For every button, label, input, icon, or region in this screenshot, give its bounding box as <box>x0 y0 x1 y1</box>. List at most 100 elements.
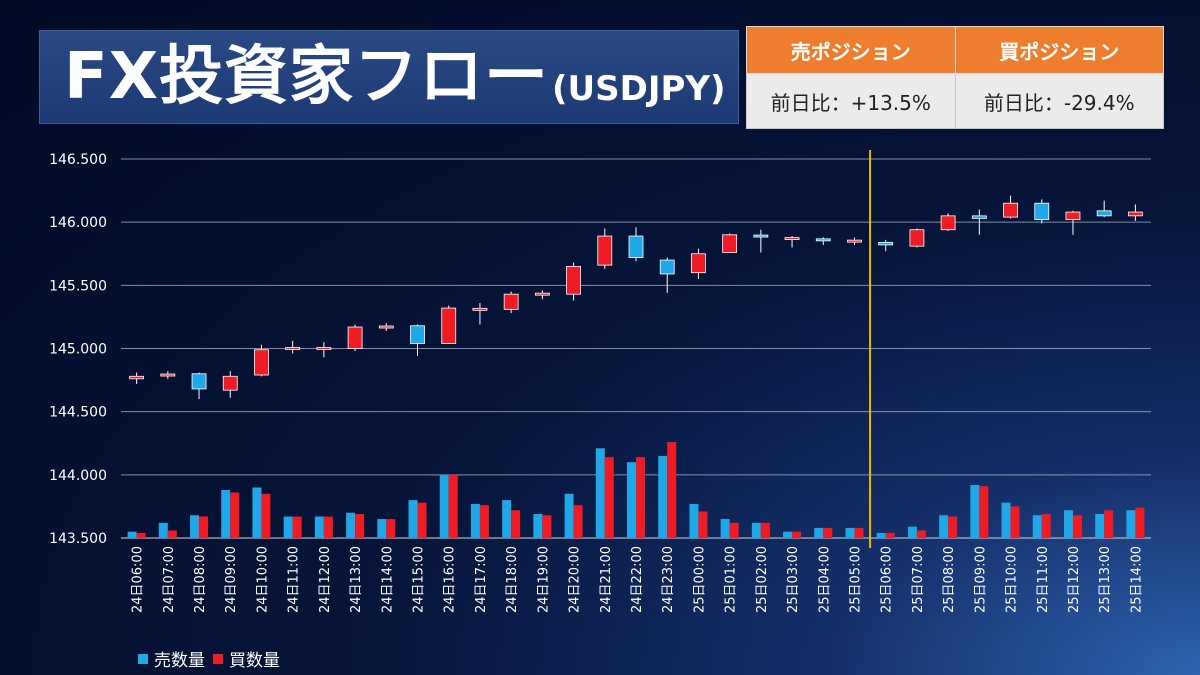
candle-body <box>878 241 894 246</box>
buy-volume-bar <box>823 527 833 538</box>
y-tick-label: 143.500 <box>49 531 107 547</box>
x-tick-label: 24日23:00 <box>661 546 676 613</box>
buy-volume-bar <box>636 457 645 538</box>
buy-volume-bar <box>604 457 614 538</box>
x-tick-label: 25日02:00 <box>755 546 770 613</box>
y-tick-label: 145.000 <box>49 342 107 358</box>
x-tick-label: 24日11:00 <box>287 546 302 613</box>
buy-volume-bar <box>760 522 770 538</box>
candle-body <box>503 293 519 310</box>
sell-volume-bar <box>907 526 917 538</box>
candle-body <box>566 265 581 295</box>
title-banner: FX投資家フロー (USDJPY) <box>39 30 739 124</box>
sell-volume-bar <box>970 484 980 538</box>
buy-volume-bar <box>885 532 895 538</box>
x-tick-label: 24日12:00 <box>318 546 333 613</box>
sell-volume-bar <box>689 503 699 538</box>
candle-body <box>160 373 176 377</box>
sell-volume-bar <box>564 493 574 538</box>
buy-volume-bar <box>573 505 583 538</box>
sell-volume-bar <box>595 448 605 538</box>
buy-volume-bar <box>323 516 333 538</box>
sell-volume-bar <box>751 522 761 538</box>
sell-volume-bar <box>658 455 668 538</box>
x-tick-label: 25日09:00 <box>973 546 988 613</box>
x-tick-label: 25日10:00 <box>1005 546 1020 613</box>
buy-volume-bar <box>261 493 271 538</box>
candle-body <box>378 325 394 329</box>
x-tick-label: 24日13:00 <box>349 546 364 613</box>
buy-volume-bar <box>1010 506 1020 538</box>
sell-volume-bar <box>533 513 543 538</box>
sell-volume-bar <box>377 519 387 538</box>
candle-body <box>222 375 238 391</box>
sell-volume-bar <box>627 462 636 538</box>
candle-body <box>191 373 207 390</box>
sell-volume-bar <box>1063 510 1073 538</box>
candle-body <box>1127 211 1143 217</box>
sell-volume-bar <box>221 489 231 538</box>
buy-volume-bar <box>355 513 365 538</box>
sell-volume-bar <box>314 516 324 538</box>
candle-body <box>534 292 550 296</box>
x-tick-label: 25日06:00 <box>880 546 895 613</box>
sell-volume-bar <box>1095 513 1105 538</box>
sell-position-change: 前日比：+13.5% <box>746 73 956 129</box>
x-tick-label: 25日13:00 <box>1098 546 1113 613</box>
y-tick-label: 146.000 <box>49 215 107 231</box>
sell-volume-bar <box>439 474 449 538</box>
x-tick-label: 24日15:00 <box>412 546 427 613</box>
buy-legend-label: 買数量 <box>229 651 280 671</box>
sell-volume-bar <box>283 516 293 538</box>
x-tick-label: 25日05:00 <box>848 546 863 613</box>
buy-volume-bar <box>667 441 677 538</box>
x-tick-label: 24日10:00 <box>255 546 270 613</box>
sell-volume-bar <box>190 515 200 538</box>
candle-body <box>1003 202 1018 218</box>
sell-volume-bar <box>346 512 356 538</box>
sell-volume-bar <box>470 503 480 538</box>
x-tick-label: 24日19:00 <box>536 546 551 613</box>
x-tick-label: 25日00:00 <box>692 546 707 613</box>
y-tick-label: 145.500 <box>49 278 107 294</box>
y-tick-label: 146.500 <box>49 152 107 168</box>
candle-body <box>129 375 145 380</box>
buy-volume-bar <box>136 532 146 538</box>
sell-volume-bar <box>876 532 886 538</box>
buy-volume-bar <box>854 527 864 538</box>
candle-body <box>285 347 301 350</box>
buy-volume-bar <box>1041 513 1051 538</box>
buy-volume-bar <box>230 492 240 538</box>
buy-volume-bar <box>792 531 802 538</box>
buy-volume-bar <box>167 530 177 538</box>
sell-volume-bar <box>1126 510 1136 538</box>
buy-volume-bar <box>979 486 989 538</box>
x-tick-label: 25日08:00 <box>942 546 957 613</box>
buy-volume-bar <box>199 516 209 538</box>
candle-body <box>971 215 987 219</box>
candle-body <box>940 215 956 231</box>
buy-volume-bar <box>698 511 708 538</box>
x-tick-label: 24日14:00 <box>380 546 395 613</box>
buy-volume-bar <box>729 522 739 538</box>
x-tick-label: 24日18:00 <box>505 546 520 613</box>
sell-volume-bar <box>814 527 824 538</box>
sell-volume-bar <box>127 531 137 538</box>
candle-body <box>472 307 488 311</box>
buy-volume-bar <box>448 474 458 538</box>
x-tick-label: 24日08:00 <box>193 546 208 613</box>
candle-body <box>1096 210 1112 217</box>
candle-body <box>316 347 332 350</box>
sell-volume-bar <box>845 527 855 538</box>
currency-pair: (USDJPY) <box>552 69 726 109</box>
x-tick-label: 24日06:00 <box>131 546 146 613</box>
candle-body <box>784 237 800 240</box>
y-tick-label: 144.500 <box>49 405 107 421</box>
sell-legend-label: 売数量 <box>154 651 205 671</box>
sell-volume-bar <box>783 531 793 538</box>
buy-volume-bar <box>1135 507 1145 538</box>
position-change-table: 売ポジション 買ポジション 前日比：+13.5% 前日比：-29.4% <box>746 26 1164 129</box>
sell-legend-swatch <box>138 653 148 664</box>
candle-body <box>753 234 769 238</box>
y-tick-label: 144.000 <box>49 468 107 484</box>
